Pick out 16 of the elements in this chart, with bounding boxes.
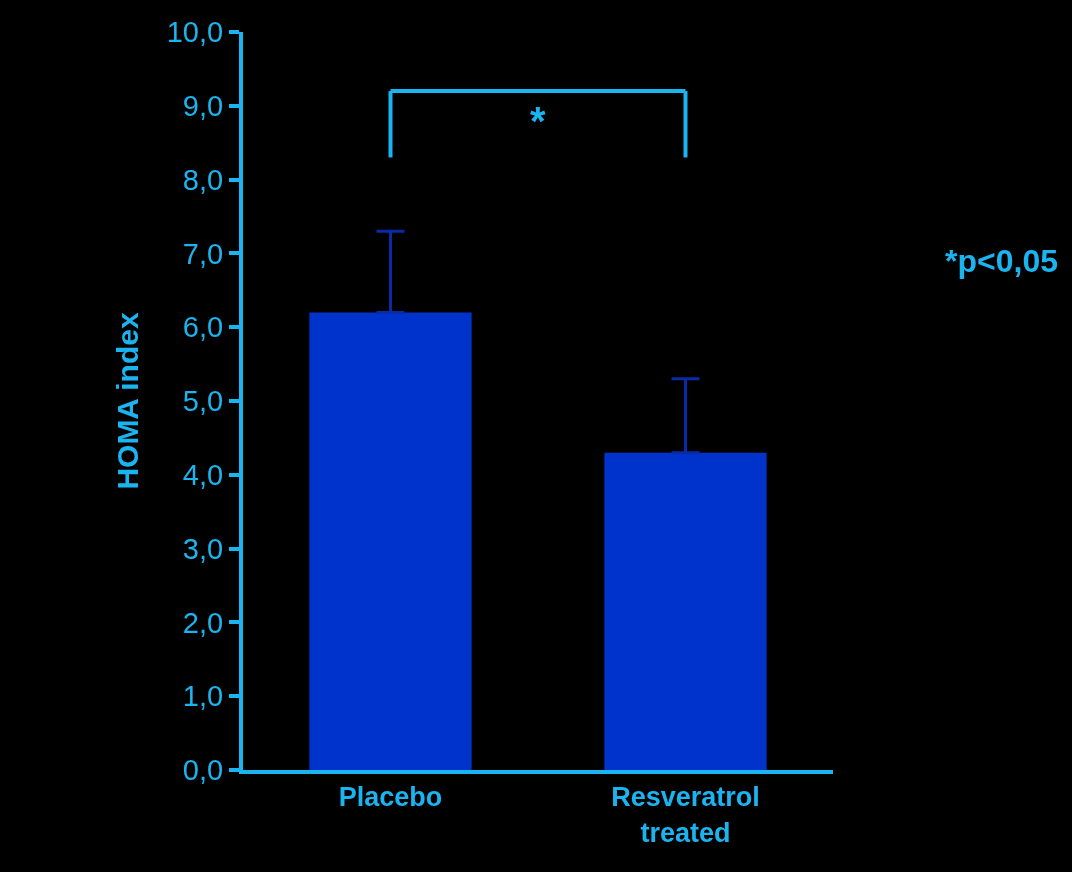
y-tick-label: 7,0 [182,237,224,270]
x-tick-label: Resveratrol treated [611,782,760,848]
y-tick-label: 0,0 [182,754,224,787]
y-tick-label: 9,0 [182,89,224,122]
y-tick-label: 5,0 [182,385,224,418]
y-tick-label: 4,0 [182,458,224,491]
y-axis-title: HOMA index [111,312,145,490]
text: *p<0,05 [945,243,1058,279]
y-tick-label: 1,0 [182,680,224,713]
y-tick-label: 10,0 [166,16,224,49]
x-tick-label: Placebo [338,782,443,813]
y-tick-label: 8,0 [182,163,224,196]
annotation: * [530,99,546,143]
y-tick-label: 6,0 [182,311,224,344]
y-tick-label: 2,0 [182,606,224,639]
y-tick-label: 3,0 [182,532,224,565]
